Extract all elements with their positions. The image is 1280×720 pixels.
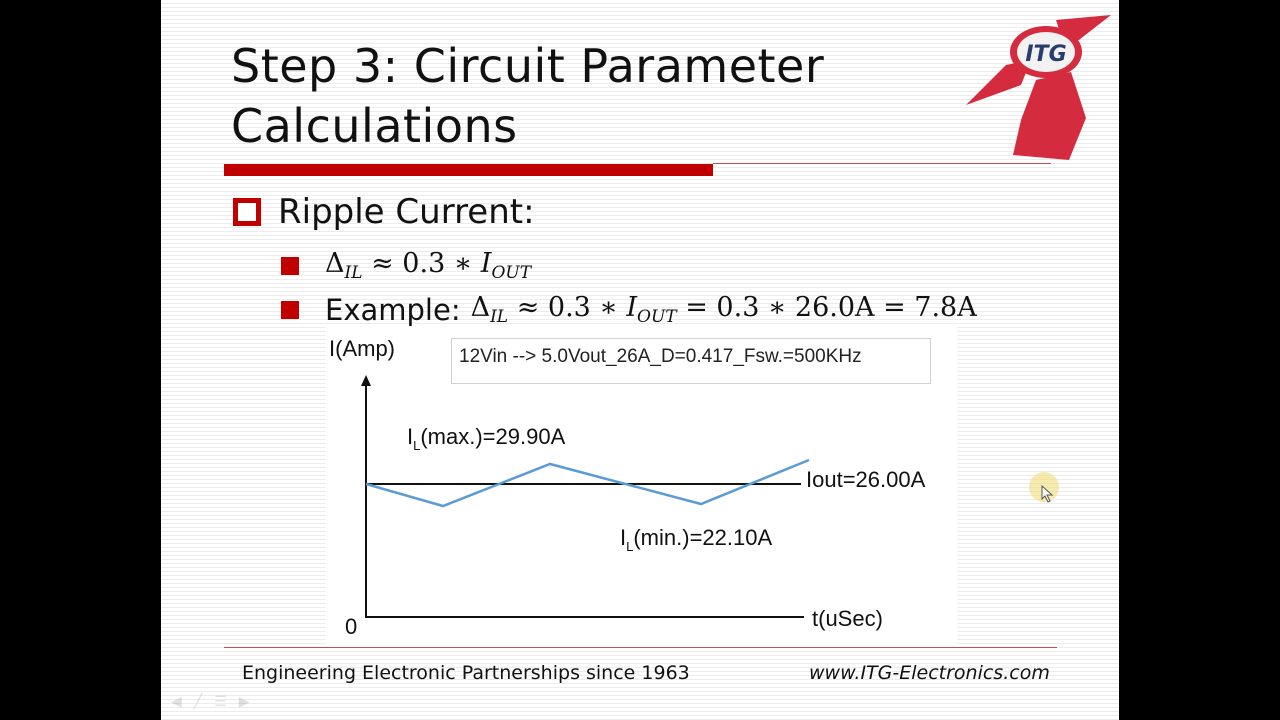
section-heading: Ripple Current: (233, 192, 535, 232)
slideshow-toolbar[interactable]: ◀ ╱ ☰ ▶ (171, 693, 250, 710)
ripple-waveform-diagram (361, 375, 810, 618)
example-label: Example: (325, 292, 461, 327)
footer-divider (224, 647, 1057, 648)
footer-tagline: Engineering Electronic Partnerships sinc… (242, 662, 690, 684)
bullet-ripple-example: Example: ΔIL ≈ 0.3 ∗ IOUT = 0.3 ∗ 26.0A … (281, 292, 977, 327)
bullet-ripple-formula: ΔIL ≈ 0.3 ∗ IOUT (281, 248, 531, 283)
slide-title: Step 3: Circuit Parameter Calculations (231, 36, 931, 156)
section-heading-text: Ripple Current: (278, 192, 535, 232)
itg-logo-icon: ITG (966, 15, 1111, 160)
converter-params-box: 12Vin --> 5.0Vout_26A_D=0.417_Fsw.=500KH… (451, 338, 931, 384)
slide: Step 3: Circuit Parameter Calculations I… (161, 0, 1119, 720)
il-max-label: IL(max.)=29.90A (407, 424, 566, 453)
pen-icon[interactable]: ╱ (193, 693, 203, 709)
title-accent-bar (224, 164, 713, 176)
x-axis-label: t(uSec) (812, 606, 883, 631)
inductor-current-waveform (365, 458, 810, 508)
previous-slide-icon[interactable]: ◀ (171, 693, 182, 709)
menu-icon[interactable]: ☰ (214, 693, 227, 709)
ripple-formula: ΔIL ≈ 0.3 ∗ IOUT (325, 248, 532, 283)
square-bullet-icon (281, 256, 299, 275)
origin-label: 0 (345, 614, 358, 639)
title-line-2: Calculations (231, 99, 518, 153)
y-axis-arrow-icon (361, 375, 371, 386)
svg-text:ITG: ITG (1025, 42, 1066, 67)
title-accent-line (713, 163, 1051, 164)
y-axis-label: I(Amp) (329, 336, 395, 361)
il-min-label: IL(min.)=22.10A (620, 525, 773, 554)
square-bullet-icon (281, 300, 299, 319)
iout-label: Iout=26.00A (806, 467, 926, 492)
next-slide-icon[interactable]: ▶ (238, 693, 250, 709)
example-formula: ΔIL ≈ 0.3 ∗ IOUT = 0.3 ∗ 26.0A = 7.8A (470, 292, 977, 327)
title-line-1: Step 3: Circuit Parameter (231, 39, 825, 93)
footer-website[interactable]: www.ITG-Electronics.com (809, 662, 1050, 684)
hollow-square-bullet-icon (233, 198, 261, 226)
mouse-cursor-icon (1041, 485, 1054, 503)
